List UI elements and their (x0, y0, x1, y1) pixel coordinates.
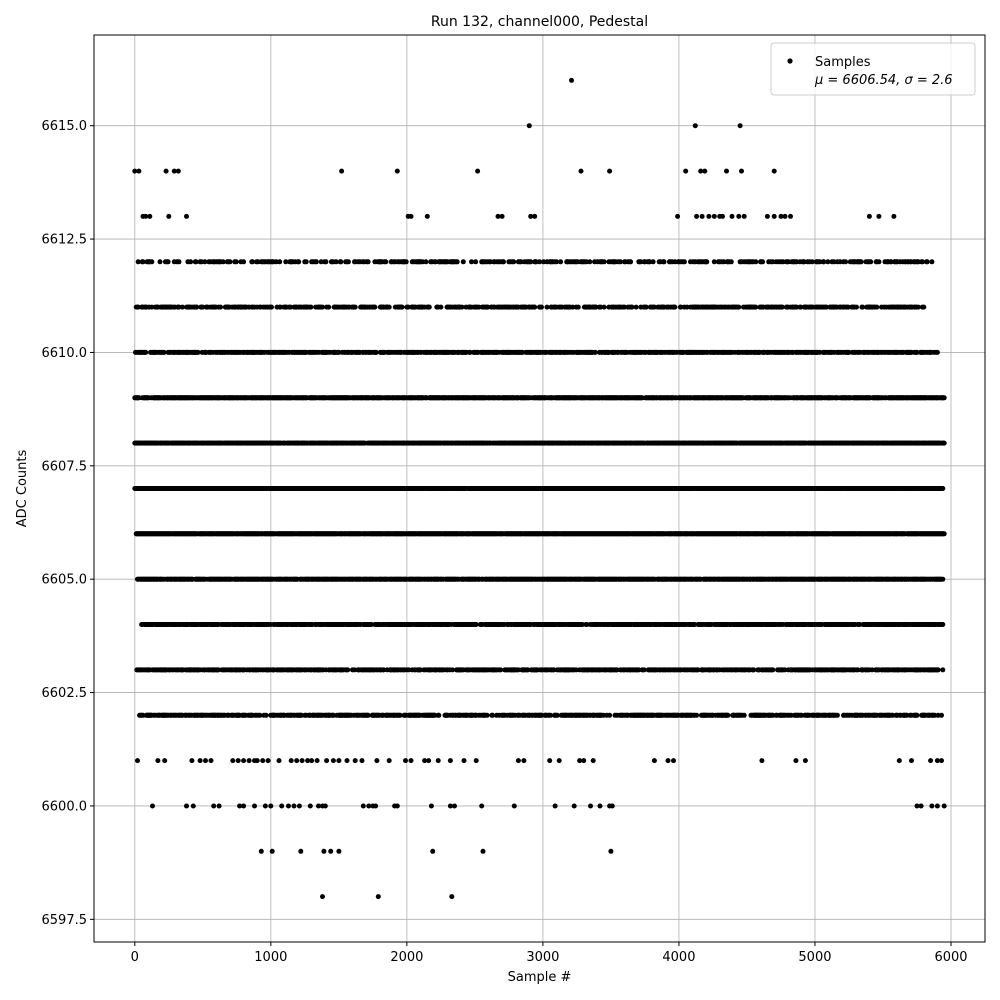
data-point (935, 667, 941, 673)
data-point (939, 712, 944, 718)
data-point (547, 712, 553, 718)
data-point (641, 667, 647, 673)
data-point (940, 576, 946, 582)
data-point (725, 712, 731, 718)
data-point (941, 531, 947, 537)
data-point (345, 667, 351, 673)
data-point (940, 622, 946, 627)
data-point (940, 667, 946, 673)
data-point (694, 712, 700, 718)
data-points (132, 77, 947, 900)
data-point (436, 712, 442, 718)
data-point (490, 712, 496, 718)
data-point (263, 712, 269, 718)
data-point (914, 712, 920, 718)
data-point (498, 667, 504, 673)
data-point (365, 712, 371, 718)
data-point (607, 712, 613, 718)
data-point (741, 712, 747, 718)
data-point (834, 712, 840, 718)
data-point (473, 622, 479, 627)
data-point (554, 712, 560, 718)
data-point (484, 712, 490, 718)
data-point (397, 712, 403, 718)
data-point (257, 712, 263, 718)
data-point (579, 622, 585, 627)
data-point (770, 667, 776, 673)
data-point (449, 667, 455, 673)
data-point (751, 667, 757, 673)
